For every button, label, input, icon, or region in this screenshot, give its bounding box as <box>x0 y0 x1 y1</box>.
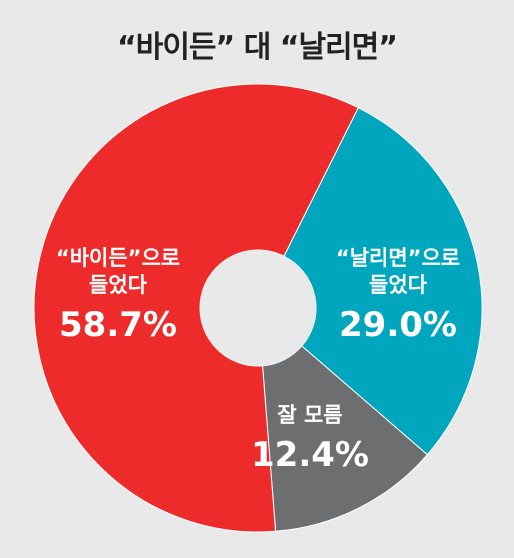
slice-percent-1: 12.4% <box>251 435 369 475</box>
slice-label-1-line-0: 잘 모름 <box>277 403 342 427</box>
slice-label-0-line-1: 들었다 <box>369 273 428 297</box>
slice-label-2-line-0: “바이든”으로 <box>56 246 180 270</box>
donut-hole <box>200 250 316 366</box>
slice-percent-0: 29.0% <box>339 305 457 345</box>
slice-label-2-line-1: 들었다 <box>89 273 148 297</box>
chart-title: “바이든” 대 “날리면” <box>117 30 398 65</box>
slice-label-0-line-0: “날리면”으로 <box>336 246 460 270</box>
slice-percent-2: 58.7% <box>59 305 177 345</box>
